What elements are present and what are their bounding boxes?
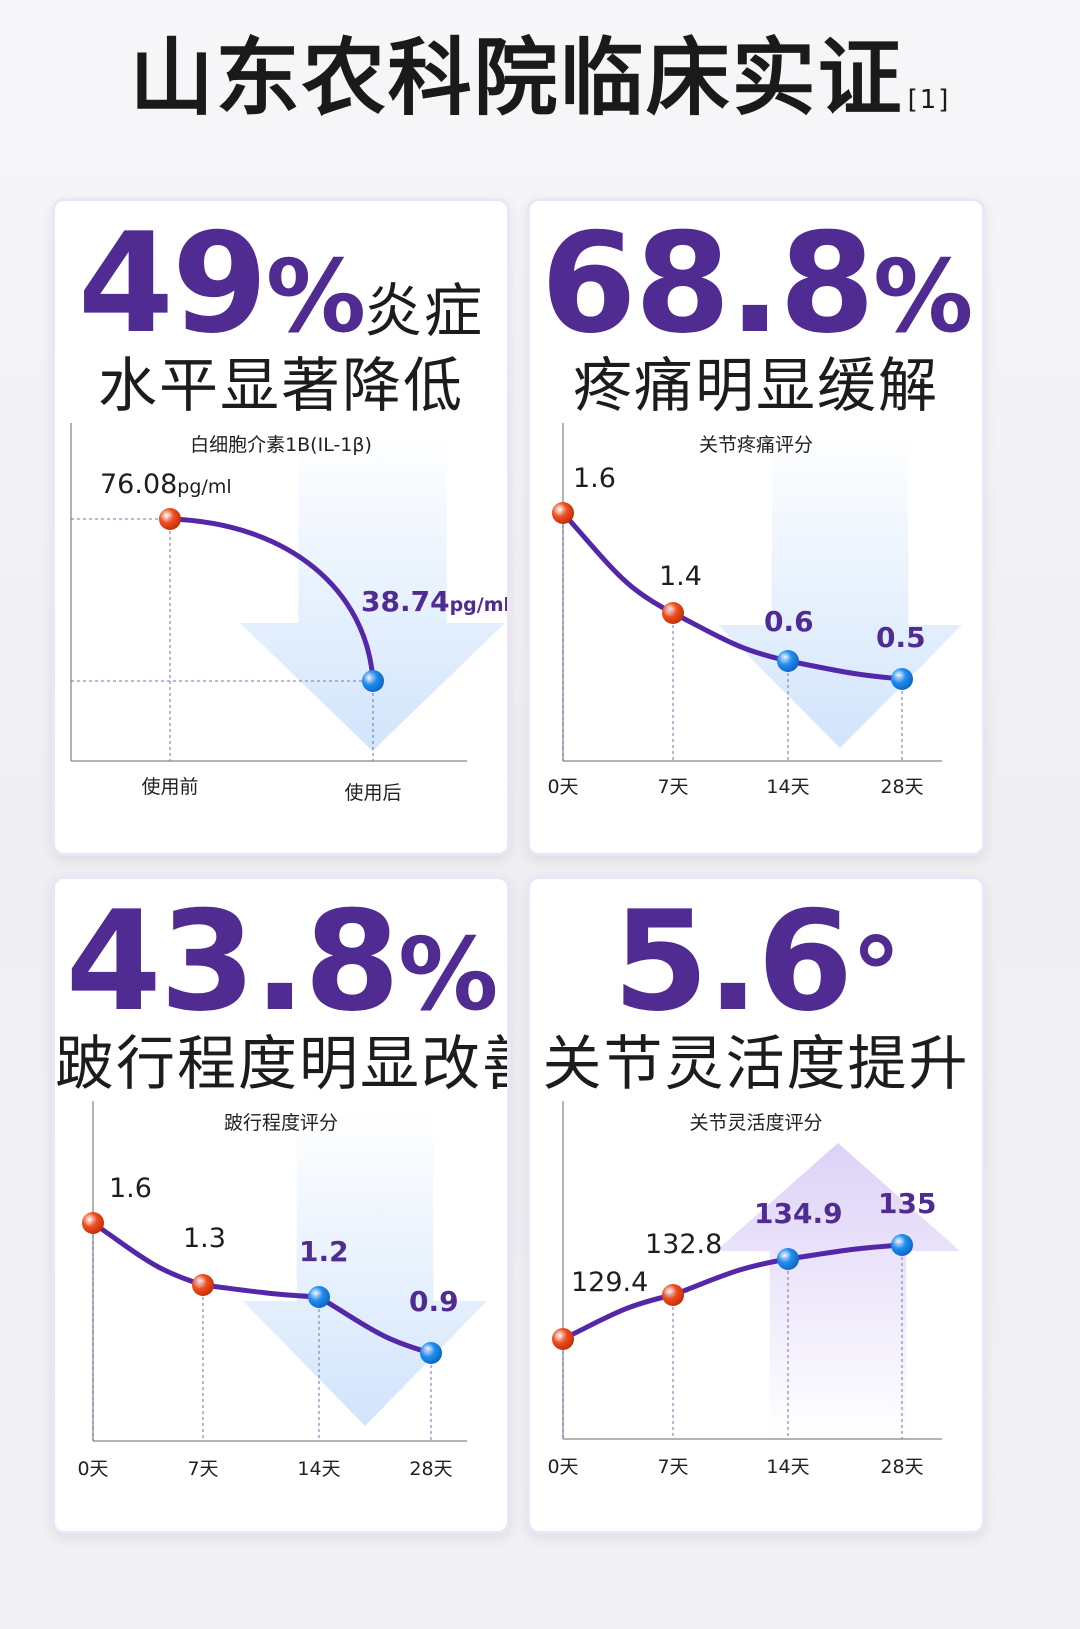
big-stat: 5.6° [612, 881, 901, 1042]
data-point [362, 670, 384, 692]
data-label: 0.6 [764, 605, 814, 638]
big-stat: 43.8% [65, 881, 499, 1042]
chart: 白细胞介素1B(IL-1β) 76.08pg/ml 使用前 38.74pg/ml 使用后 [70, 423, 507, 804]
data-label: 1.3 [183, 1223, 226, 1254]
chart-title: 跛行程度评分 [224, 1112, 338, 1134]
data-label: 1.6 [109, 1173, 152, 1204]
footnote-ref: [1] [907, 85, 951, 115]
trend-arrow-down [718, 433, 962, 748]
chart: 关节疼痛评分 1.6 0天 1.4 7天 0.6 14天 0.5 28天 [547, 423, 962, 798]
big-stat: 68.8% [540, 203, 974, 364]
card-subtitle: 跛行程度明显改善 [55, 1029, 510, 1098]
data-label: 1.2 [299, 1235, 349, 1268]
card-subtitle: 关节灵活度提升 [542, 1029, 970, 1098]
chart: 跛行程度评分 1.6 0天 1.3 7天 1.2 14天 0.9 28天 [77, 1101, 487, 1480]
stat-card-pain: 68.8% 疼痛明显缓解 关节疼痛评分 1.6 0天 1.4 7天 0.6 14天 0.5 28… [527, 198, 985, 856]
data-point [82, 1212, 104, 1234]
x-tick-label: 14天 [766, 1456, 809, 1478]
data-label: 129.4 [571, 1267, 648, 1298]
x-tick-label: 28天 [880, 776, 923, 798]
data-label: 134.9 [754, 1197, 843, 1230]
x-tick-label: 14天 [297, 1458, 340, 1480]
x-tick-label: 14天 [766, 776, 809, 798]
data-point [662, 602, 684, 624]
chart-title: 关节灵活度评分 [689, 1112, 822, 1134]
stat-card-flexibility: 5.6° 关节灵活度提升 关节灵活度评分 129.4 0天 132.8 7天 134.9 1… [527, 876, 985, 1534]
series-line [560, 1242, 905, 1342]
data-label: 135 [878, 1187, 936, 1220]
data-label: 1.4 [659, 561, 702, 592]
series-line [90, 1220, 434, 1356]
data-point [552, 502, 574, 524]
data-point [159, 508, 181, 530]
data-point [552, 1328, 574, 1350]
x-tick-label: 使用前 [141, 776, 198, 798]
series-line [167, 516, 376, 684]
data-point [420, 1342, 442, 1364]
chart: 关节灵活度评分 129.4 0天 132.8 7天 134.9 14天 135 28天 [547, 1101, 960, 1478]
x-tick-label: 7天 [657, 1456, 688, 1478]
x-tick-label: 7天 [657, 776, 688, 798]
data-label: 0.9 [409, 1285, 459, 1318]
trend-arrow-up [716, 1143, 960, 1439]
x-tick-label: 使用后 [344, 782, 401, 804]
trend-arrow-down [243, 1111, 487, 1426]
data-point [777, 1248, 799, 1270]
stat-card-lameness: 43.8% 跛行程度明显改善 跛行程度评分 1.6 0天 1.3 7天 1.2 14天 0.9… [52, 876, 510, 1534]
data-point [192, 1274, 214, 1296]
x-tick-label: 28天 [409, 1458, 452, 1480]
data-point [308, 1286, 330, 1308]
stat-card-inflammation: 49%炎症 水平显著降低 白细胞介素1B(IL-1β) 76.08pg/ml 使用前… [52, 198, 510, 856]
x-tick-label: 0天 [77, 1458, 108, 1480]
data-point [662, 1284, 684, 1306]
data-point [777, 650, 799, 672]
data-label: 0.5 [876, 621, 926, 654]
card-subtitle: 水平显著降低 [97, 351, 464, 420]
x-tick-label: 0天 [547, 776, 578, 798]
chart-title: 关节疼痛评分 [699, 434, 813, 456]
big-stat: 49%炎症 [77, 203, 485, 364]
x-tick-label: 0天 [547, 1456, 578, 1478]
x-tick-label: 28天 [880, 1456, 923, 1478]
data-point [891, 668, 913, 690]
page-title: 山东农科院临床实证 [1] [129, 29, 951, 127]
data-label: 76.08pg/ml [100, 469, 232, 500]
data-label: 132.8 [645, 1229, 722, 1260]
data-label: 1.6 [573, 463, 616, 494]
chart-title: 白细胞介素1B(IL-1β) [190, 434, 372, 456]
data-label: 38.74pg/ml [361, 585, 507, 618]
card-subtitle: 疼痛明显缓解 [572, 351, 939, 420]
trend-arrow-down [240, 433, 505, 751]
x-tick-label: 7天 [187, 1458, 218, 1480]
data-point [891, 1234, 913, 1256]
series-line [560, 510, 905, 682]
